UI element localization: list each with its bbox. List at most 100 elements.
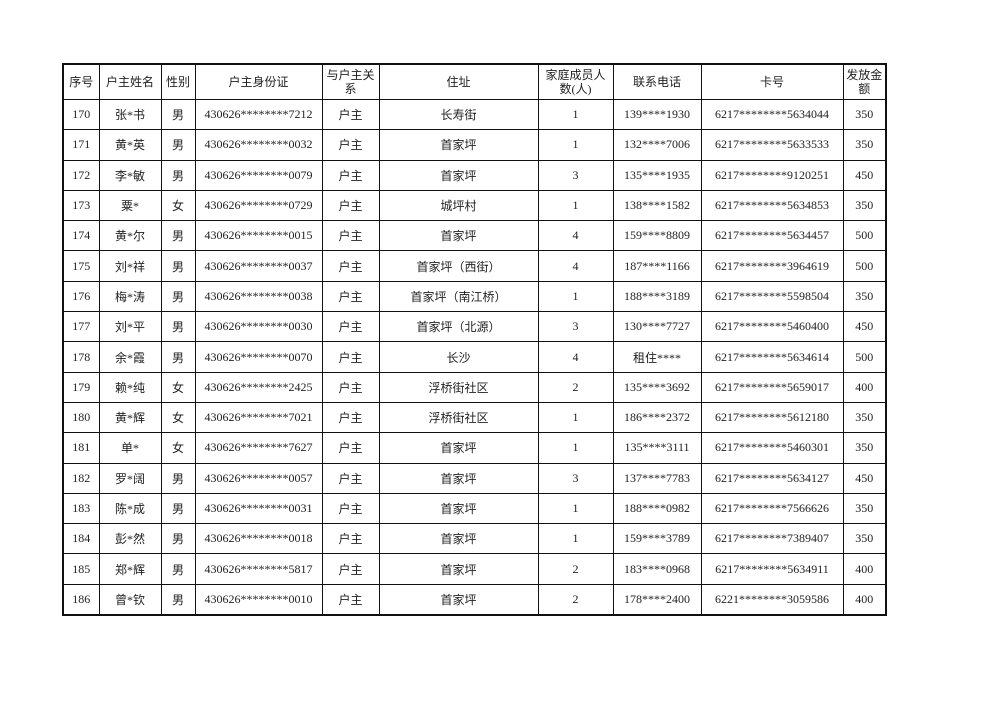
cell-gender: 男 (160, 98, 196, 131)
cell-name: 李*敏 (98, 159, 162, 191)
cell-card-number: 6217********5634614 (700, 341, 844, 373)
cell-address: 首家坪（北源） (378, 311, 539, 343)
cell-seq: 176 (62, 280, 100, 313)
cell-gender: 男 (160, 311, 196, 343)
header-address: 住址 (378, 63, 539, 100)
header-gender: 性别 (160, 63, 196, 100)
cell-phone: 139****1930 (612, 98, 702, 131)
cell-amount: 350 (842, 523, 887, 555)
cell-address: 首家坪 (378, 220, 539, 252)
cell-phone: 租住**** (612, 341, 702, 373)
cell-name: 粟* (98, 189, 162, 222)
cell-card-number: 6217********7566626 (700, 492, 844, 525)
cell-amount: 400 (842, 583, 887, 616)
cell-gender: 男 (160, 492, 196, 525)
cell-amount: 350 (842, 401, 887, 434)
cell-amount: 500 (842, 341, 887, 373)
cell-seq: 179 (62, 371, 100, 403)
cell-phone: 159****3789 (612, 523, 702, 555)
cell-relation: 户主 (321, 98, 380, 131)
cell-id-number: 430626********0015 (194, 220, 323, 252)
cell-card-number: 6217********5460301 (700, 432, 844, 464)
beneficiary-table: 序号 户主姓名 性别 户主身份证 与户主关系 住址 家庭成员人数(人) 联系电话 卡号 发放金额 … (62, 63, 887, 617)
cell-family-size: 2 (537, 583, 614, 616)
cell-name: 梅*涛 (98, 280, 162, 313)
cell-id-number: 430626********7627 (194, 432, 323, 464)
cell-phone: 135****3111 (612, 432, 702, 464)
table-row: 173 粟* 女 430626********0729 户主 城坪村 1 138****158… (62, 189, 887, 222)
table-row: 182 罗*阔男 430626********0057 户主 首家坪 3 137****77… (62, 462, 887, 494)
cell-amount: 350 (842, 432, 887, 464)
cell-name: 黄*英 (98, 129, 162, 161)
cell-seq: 186 (62, 583, 100, 616)
cell-address: 首家坪（西街） (378, 250, 539, 282)
cell-gender: 男 (160, 341, 196, 373)
cell-family-size: 1 (537, 523, 614, 555)
cell-family-size: 2 (537, 371, 614, 403)
cell-id-number: 430626********0038 (194, 280, 323, 313)
cell-card-number: 6217********5460400 (700, 311, 844, 343)
cell-card-number: 6221********3059586 (700, 583, 844, 616)
table-row: 170 张*书男 430626********7212 户主 长寿街 1 139****19… (62, 98, 887, 131)
cell-seq: 177 (62, 311, 100, 343)
cell-seq: 183 (62, 492, 100, 525)
cell-phone: 137****7783 (612, 462, 702, 494)
cell-family-size: 3 (537, 159, 614, 191)
cell-id-number: 430626********0037 (194, 250, 323, 282)
table-row: 179 赖*纯女 430626********2425 户主 浮桥街社区 2 135****… (62, 371, 887, 403)
cell-seq: 181 (62, 432, 100, 464)
cell-gender: 男 (160, 129, 196, 161)
cell-id-number: 430626********0032 (194, 129, 323, 161)
cell-card-number: 6217********5612180 (700, 401, 844, 434)
cell-amount: 500 (842, 220, 887, 252)
cell-amount: 450 (842, 159, 887, 191)
cell-gender: 男 (160, 553, 196, 585)
cell-gender: 男 (160, 462, 196, 494)
header-family-size: 家庭成员人数(人) (537, 63, 614, 100)
cell-amount: 450 (842, 311, 887, 343)
table-row: 171 黄*英男 430626********0032 户主 首家坪 1 132****70… (62, 129, 887, 161)
table-row: 184 彭*然男 430626********0018 户主 首家坪 1 159****37… (62, 523, 887, 555)
cell-family-size: 1 (537, 492, 614, 525)
cell-gender: 男 (160, 220, 196, 252)
table-row: 178 余*霞男 430626********0070 户主 长沙 4 租住**** 6217… (62, 341, 887, 373)
cell-seq: 175 (62, 250, 100, 282)
cell-family-size: 1 (537, 432, 614, 464)
cell-phone: 186****2372 (612, 401, 702, 434)
cell-name: 罗*阔 (98, 462, 162, 494)
cell-name: 余*霞 (98, 341, 162, 373)
cell-address: 浮桥街社区 (378, 371, 539, 403)
cell-gender: 女 (160, 371, 196, 403)
header-phone: 联系电话 (612, 63, 702, 100)
cell-relation: 户主 (321, 311, 380, 343)
cell-family-size: 1 (537, 98, 614, 131)
cell-seq: 182 (62, 462, 100, 494)
cell-phone: 130****7727 (612, 311, 702, 343)
cell-gender: 男 (160, 280, 196, 313)
cell-gender: 男 (160, 523, 196, 555)
cell-amount: 350 (842, 280, 887, 313)
cell-family-size: 3 (537, 462, 614, 494)
cell-name: 单* (98, 432, 162, 464)
table-row: 172 李*敏男 430626********0079 户主 首家坪 3 135****19… (62, 159, 887, 191)
header-seq: 序号 (62, 63, 100, 100)
cell-name: 张*书 (98, 98, 162, 131)
cell-address: 首家坪 (378, 129, 539, 161)
cell-family-size: 1 (537, 280, 614, 313)
cell-relation: 户主 (321, 401, 380, 434)
cell-amount: 350 (842, 189, 887, 222)
cell-card-number: 6217********5634044 (700, 98, 844, 131)
table-row: 176 梅*涛男 430626********0038 户主 首家坪（南江桥） 1 188*… (62, 280, 887, 313)
cell-amount: 350 (842, 98, 887, 131)
cell-id-number: 430626********5817 (194, 553, 323, 585)
cell-address: 首家坪 (378, 583, 539, 616)
cell-family-size: 4 (537, 341, 614, 373)
cell-address: 首家坪 (378, 159, 539, 191)
cell-address: 首家坪 (378, 492, 539, 525)
cell-card-number: 6217********9120251 (700, 159, 844, 191)
cell-relation: 户主 (321, 280, 380, 313)
cell-name: 彭*然 (98, 523, 162, 555)
cell-card-number: 6217********5633533 (700, 129, 844, 161)
cell-address: 首家坪 (378, 432, 539, 464)
cell-name: 曾*钦 (98, 583, 162, 616)
